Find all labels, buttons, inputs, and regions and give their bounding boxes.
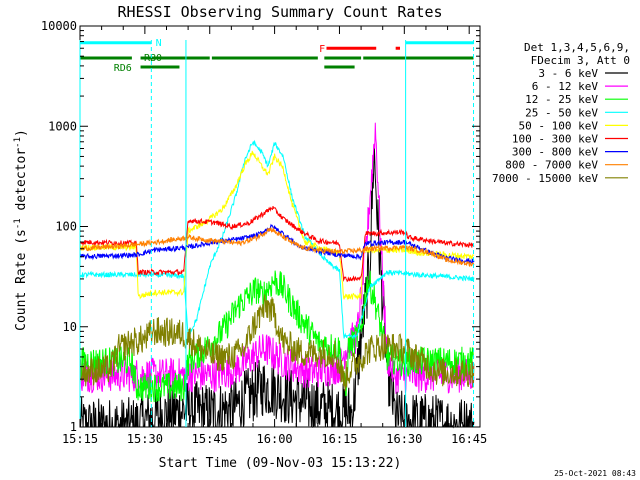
series-line-6 <box>79 223 475 265</box>
legend-label-6: 300 - 800 keV <box>512 146 598 159</box>
x-tick-label-5: 16:30 <box>386 432 422 446</box>
state-bar-label-2: RB0 <box>144 53 162 64</box>
x-tick-label-1: 15:30 <box>127 432 163 446</box>
series-line-8 <box>79 294 475 392</box>
legend-label-7: 800 - 7000 keV <box>505 159 598 172</box>
series-line-0 <box>79 144 475 429</box>
legend-label-3: 25 - 50 keV <box>525 106 598 119</box>
state-bar-label-1: F <box>319 44 325 55</box>
x-tick-label-3: 16:00 <box>257 432 293 446</box>
series-line-5 <box>79 205 475 283</box>
y-tick-label-4: 10000 <box>41 19 77 33</box>
x-tick-label-0: 15:15 <box>62 432 98 446</box>
y-tick-label-3: 1000 <box>48 119 77 133</box>
x-axis-label: Start Time (09-Nov-03 15:13:22) <box>159 456 402 471</box>
series-layer <box>79 122 475 429</box>
legend-label-8: 7000 - 15000 keV <box>492 172 598 185</box>
axes-layer: 15:15 15:30 15:45 16:00 16:15 16:30 16:45 1 10 10… <box>41 19 487 446</box>
legend-label-5: 100 - 300 keV <box>512 133 598 146</box>
series-line-4 <box>79 150 475 301</box>
vertical-lines-layer <box>79 40 475 427</box>
state-bars-layer: N F RB0 RD6 <box>80 38 474 74</box>
series-line-7 <box>79 226 475 268</box>
x-tick-label-6: 16:45 <box>451 432 487 446</box>
chart-title: RHESSI Observing Summary Count Rates <box>117 3 442 21</box>
legend-label-2: 12 - 25 keV <box>525 93 598 106</box>
series-line-3 <box>79 139 475 340</box>
legend-label-1: 6 - 12 keV <box>532 80 599 93</box>
state-bar-label-3: RD6 <box>114 63 132 74</box>
legend-header-line-1: Det 1,3,4,5,6,9, <box>524 41 630 54</box>
timestamp: 25-Oct-2021 08:43 <box>554 469 636 478</box>
y-tick-label-1: 10 <box>63 320 77 334</box>
y-tick-label-2: 100 <box>55 220 77 234</box>
legend: Det 1,3,4,5,6,9, FDecim 3, Att 0 3 - 6 k… <box>492 41 630 185</box>
legend-header-line-2: FDecim 3, Att 0 <box>531 54 630 67</box>
x-tick-label-4: 16:15 <box>321 432 357 446</box>
legend-label-0: 3 - 6 keV <box>538 67 598 80</box>
x-tick-label-2: 15:45 <box>192 432 228 446</box>
state-bar-label-0: N <box>156 38 162 49</box>
series-line-2 <box>79 270 475 403</box>
y-tick-label-0: 1 <box>70 420 77 434</box>
legend-label-4: 50 - 100 keV <box>519 119 599 132</box>
y-axis-label: Count Rate (s-1 detector-1) <box>13 129 29 331</box>
